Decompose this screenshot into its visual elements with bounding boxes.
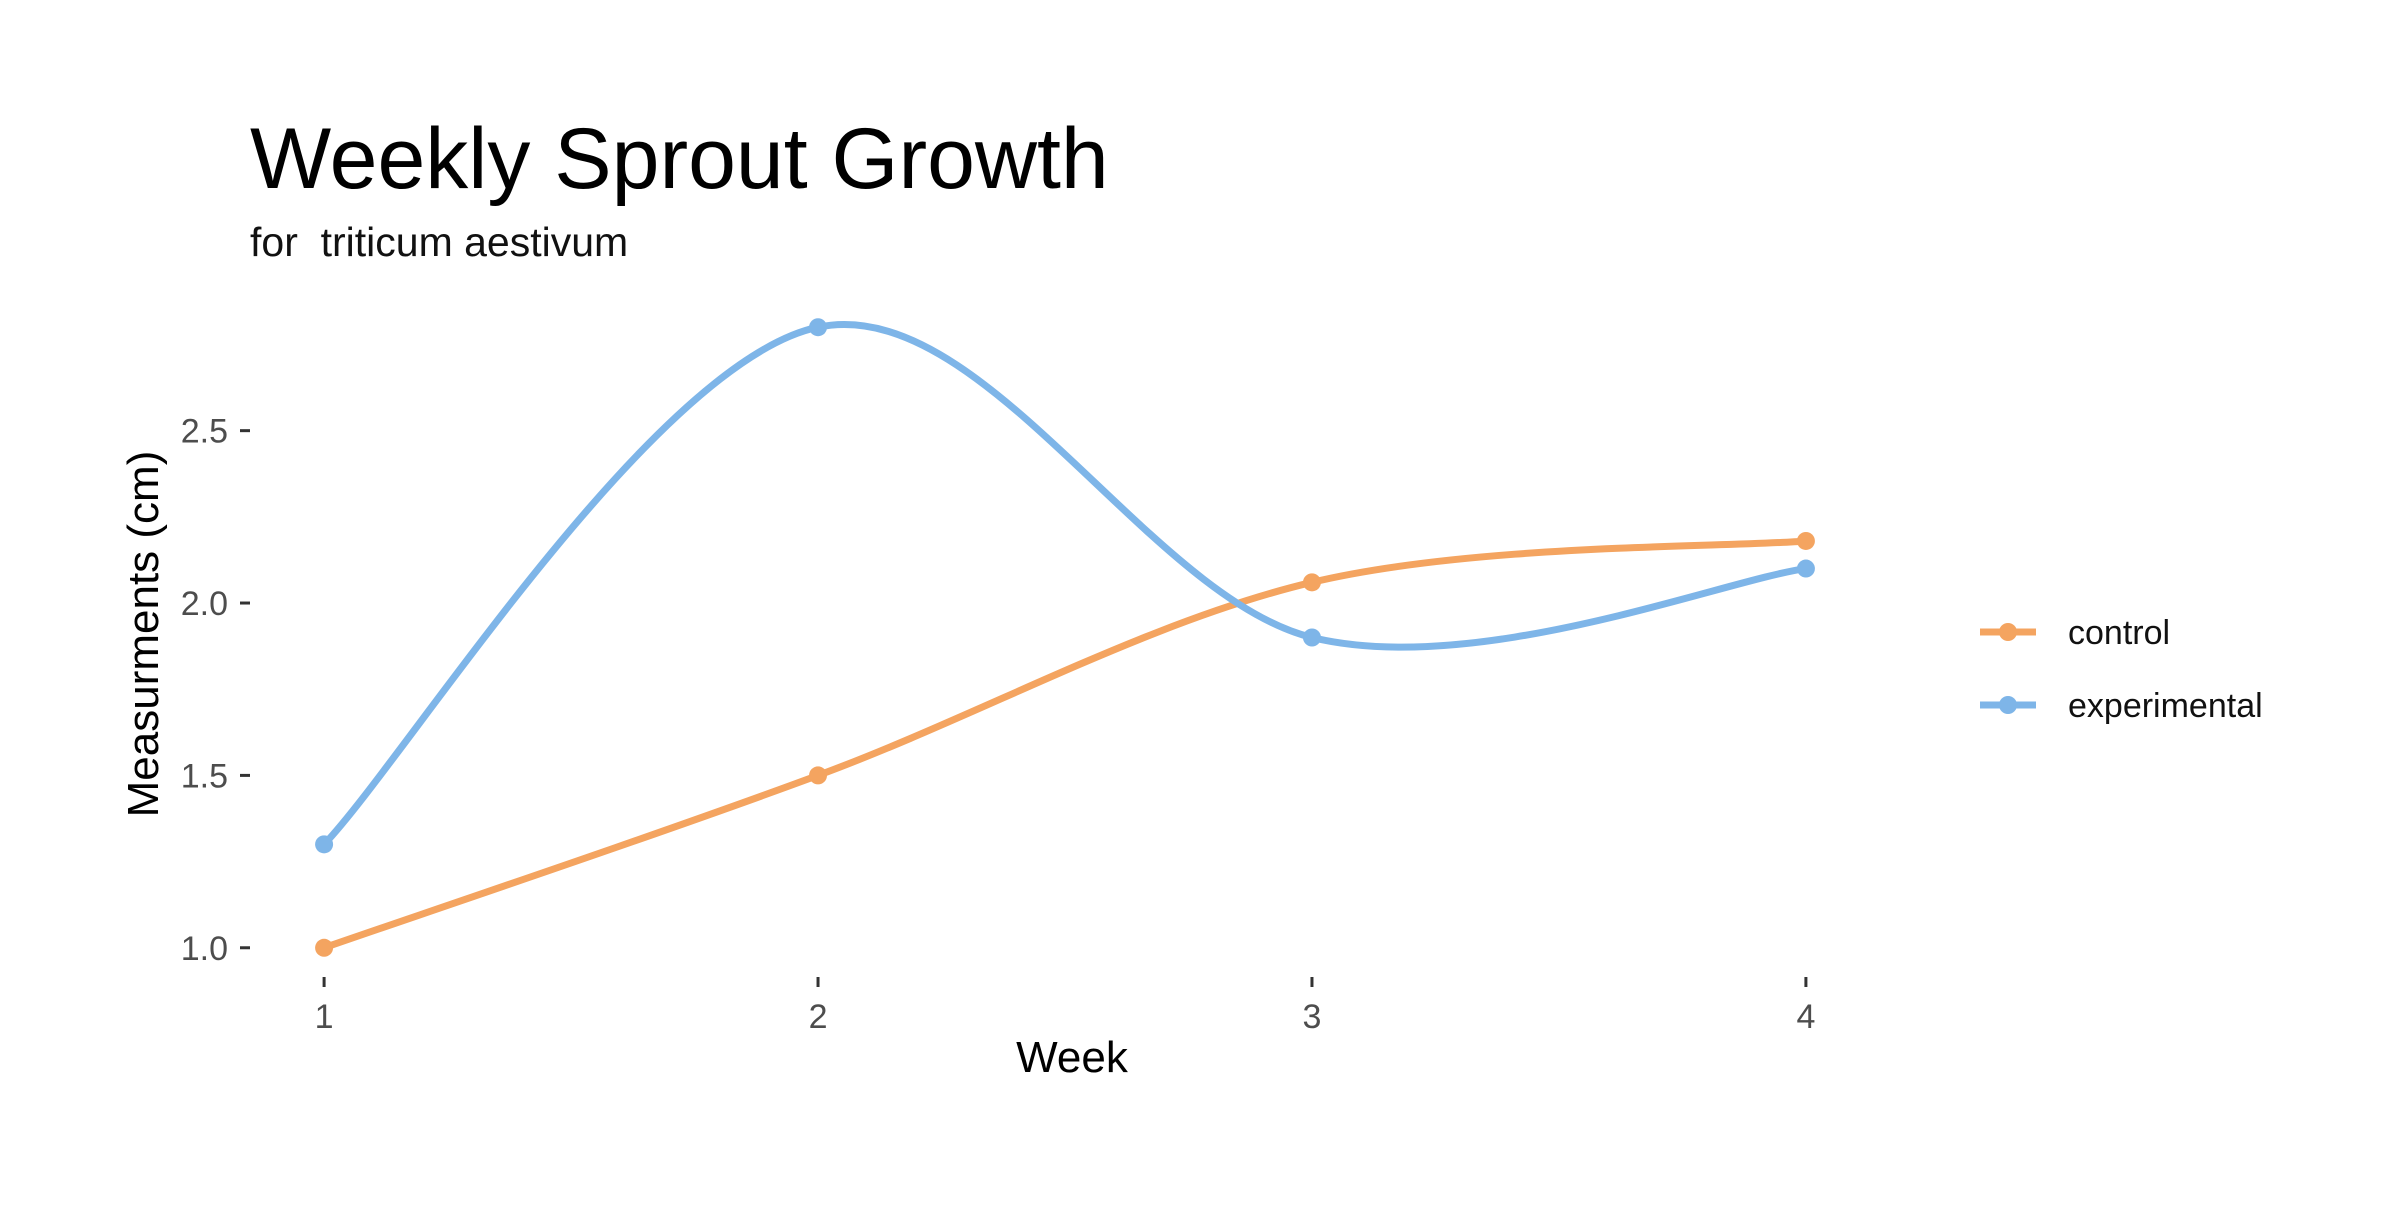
y-tick-label: 2.0	[181, 585, 228, 623]
data-point-control	[1796, 531, 1815, 550]
x-axis-title: Week	[1016, 1033, 1129, 1082]
data-point-experimental	[1796, 559, 1815, 578]
y-tick-label: 1.0	[181, 930, 228, 968]
data-point-experimental	[809, 318, 828, 337]
series-line-control	[320, 537, 1810, 952]
x-tick-label: 1	[315, 998, 334, 1036]
legend-key-point	[1999, 623, 2017, 641]
legend-item-control: control	[1980, 614, 2170, 652]
data-point-control	[809, 766, 828, 785]
series-layer	[315, 318, 1815, 957]
data-point-experimental	[315, 835, 334, 854]
legend-label: experimental	[2068, 687, 2263, 725]
x-tick-label: 2	[809, 998, 828, 1036]
legend: control experimental	[1980, 614, 2263, 725]
x-tick-label: 4	[1796, 998, 1815, 1036]
y-tick-label: 2.5	[181, 413, 228, 451]
data-point-control	[315, 938, 334, 957]
series-line-experimental	[320, 321, 1810, 848]
y-axis: 1.0 1.5 2.0 2.5	[181, 413, 250, 968]
y-axis-title: Measurments (cm)	[119, 451, 168, 818]
series-control	[315, 531, 1815, 957]
data-point-control	[1302, 573, 1321, 592]
x-axis: 1 2 3 4	[315, 977, 1815, 1036]
x-tick-label: 3	[1303, 998, 1322, 1036]
legend-key-point	[1999, 696, 2017, 714]
legend-item-experimental: experimental	[1980, 687, 2263, 725]
chart-title: Weekly Sprout Growth	[250, 111, 1109, 207]
y-tick-label: 1.5	[181, 757, 228, 795]
series-experimental	[315, 318, 1815, 854]
legend-label: control	[2068, 614, 2170, 652]
chart-subtitle: for triticum aestivum	[250, 219, 628, 265]
data-point-experimental	[1302, 628, 1321, 647]
